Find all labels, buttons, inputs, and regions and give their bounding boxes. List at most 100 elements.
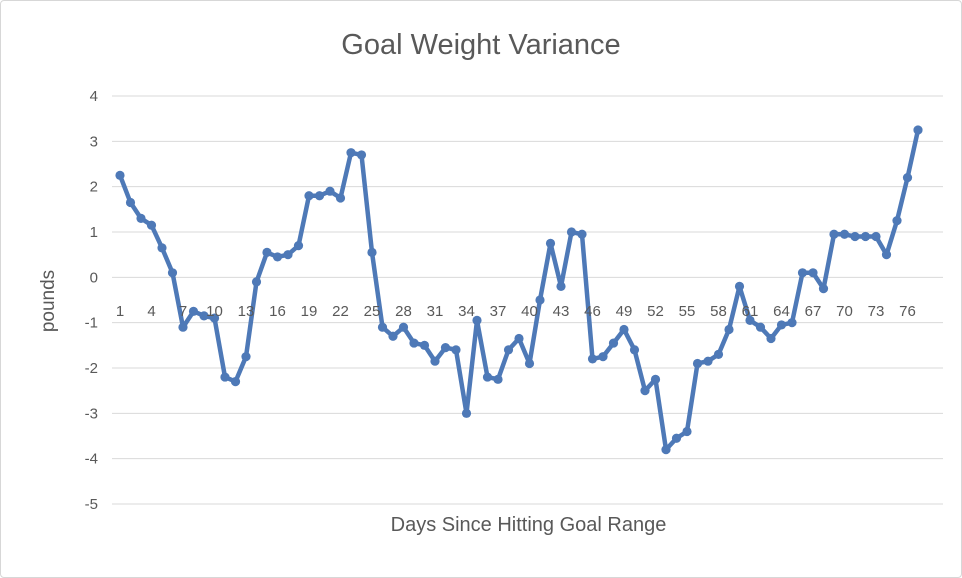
data-point-marker: [503, 345, 514, 355]
data-point-marker: [598, 352, 608, 362]
data-point-marker: [640, 386, 650, 396]
data-point-marker: [304, 191, 314, 201]
data-point-marker: [524, 358, 535, 369]
x-axis-tick-label: 22: [332, 303, 349, 320]
data-point-marker: [136, 213, 146, 223]
data-point-marker: [356, 150, 367, 160]
data-point-marker: [587, 354, 598, 364]
data-point-marker: [766, 333, 776, 344]
data-point-marker: [661, 445, 671, 455]
x-axis-tick-label: 1: [116, 303, 124, 320]
x-axis-tick-label: 31: [427, 303, 444, 320]
y-axis-tick-label: -5: [85, 496, 98, 513]
data-point-marker: [314, 191, 325, 201]
x-axis-tick-label: 70: [836, 303, 853, 320]
data-point-marker: [262, 247, 272, 257]
data-point-marker: [409, 338, 419, 348]
x-axis-tick-label: 67: [805, 303, 822, 320]
x-axis-tick-label: 40: [521, 303, 538, 320]
data-point-marker: [146, 220, 157, 230]
x-axis-title: Days Since Hitting Goal Range: [390, 514, 667, 536]
data-point-marker: [671, 433, 682, 443]
data-point-marker: [608, 338, 619, 348]
data-point-marker: [776, 320, 787, 330]
x-axis-tick-label: 28: [395, 303, 412, 320]
data-point-marker: [850, 231, 860, 242]
data-point-marker: [178, 322, 188, 332]
x-axis-tick-label: 58: [710, 303, 727, 320]
data-point-marker: [251, 277, 262, 287]
data-point-marker: [881, 250, 892, 260]
y-axis-tick-label: -2: [85, 360, 98, 377]
data-point-marker: [167, 268, 178, 278]
data-point-marker: [209, 313, 220, 323]
x-axis-tick-label: 52: [647, 303, 664, 320]
y-axis-tick-label: 2: [90, 179, 98, 196]
data-point-marker: [577, 229, 587, 239]
x-axis-tick-label: 61: [742, 303, 759, 320]
data-point-marker: [860, 231, 871, 242]
data-point-marker: [241, 352, 251, 362]
chart-title: Goal Weight Variance: [341, 29, 621, 61]
data-point-marker: [839, 229, 850, 239]
x-axis-tick-label: 16: [269, 303, 286, 320]
data-point-marker: [566, 227, 577, 237]
data-point-marker: [461, 408, 472, 418]
x-axis-tick-label: 64: [773, 303, 790, 320]
data-point-marker: [482, 372, 493, 382]
data-point-marker: [535, 295, 545, 305]
x-axis-tick-label: 43: [553, 303, 570, 320]
y-axis-tick-label: 1: [90, 224, 98, 241]
data-point-marker: [230, 377, 241, 387]
data-point-marker: [913, 125, 923, 135]
data-point-marker: [125, 197, 136, 208]
data-point-marker: [808, 268, 818, 278]
x-axis-tick-label: 73: [868, 303, 885, 320]
data-point-marker: [787, 318, 797, 328]
data-point-marker: [682, 426, 692, 437]
x-axis-tick-label: 76: [899, 303, 916, 320]
y-axis-tick-label: 0: [90, 269, 98, 286]
x-axis-tick-label: 4: [147, 303, 155, 320]
data-point-marker: [892, 216, 902, 226]
data-point-marker: [556, 281, 566, 291]
data-point-marker: [818, 284, 829, 294]
data-point-marker: [797, 268, 808, 278]
x-axis-tick-label: 55: [679, 303, 696, 320]
y-axis-tick-label: -4: [85, 451, 98, 468]
data-point-marker: [829, 229, 839, 239]
data-point-marker: [619, 324, 629, 335]
y-axis-tick-label: -1: [85, 315, 98, 332]
y-axis-tick-label: 3: [90, 133, 98, 150]
x-axis-tick-label: 13: [238, 303, 255, 320]
x-axis-tick-label: 25: [364, 303, 381, 320]
data-point-marker: [419, 340, 430, 350]
data-point-marker: [293, 241, 304, 251]
data-line: [117, 127, 921, 452]
data-point-marker: [367, 247, 377, 257]
data-point-marker: [734, 281, 745, 291]
data-point-marker: [398, 322, 409, 332]
x-axis-tick-label: 37: [490, 303, 507, 320]
data-point-marker: [346, 148, 356, 158]
data-point-marker: [283, 250, 293, 260]
x-axis-tick-label: 34: [458, 303, 475, 320]
data-point-marker: [692, 358, 703, 369]
data-point-marker: [745, 315, 755, 325]
data-point-marker: [220, 372, 230, 382]
x-axis-tick-label: 10: [206, 303, 223, 320]
data-point-marker: [650, 374, 661, 384]
data-point-marker: [871, 231, 881, 242]
x-axis-tick-label: 19: [301, 303, 318, 320]
x-axis-tick-label: 49: [616, 303, 633, 320]
data-point-marker: [514, 333, 524, 344]
data-point-marker: [377, 322, 388, 332]
data-point-marker: [472, 315, 482, 325]
data-point-marker: [440, 343, 451, 353]
data-point-marker: [724, 324, 734, 335]
y-axis-tick-label: 4: [90, 88, 98, 105]
data-point-marker: [188, 306, 199, 316]
x-axis-tick-label: 7: [179, 303, 187, 320]
data-point-marker: [713, 349, 724, 359]
data-point-marker: [545, 238, 556, 248]
